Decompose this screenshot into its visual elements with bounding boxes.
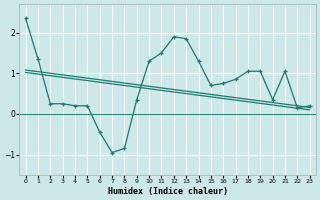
X-axis label: Humidex (Indice chaleur): Humidex (Indice chaleur) [108,187,228,196]
